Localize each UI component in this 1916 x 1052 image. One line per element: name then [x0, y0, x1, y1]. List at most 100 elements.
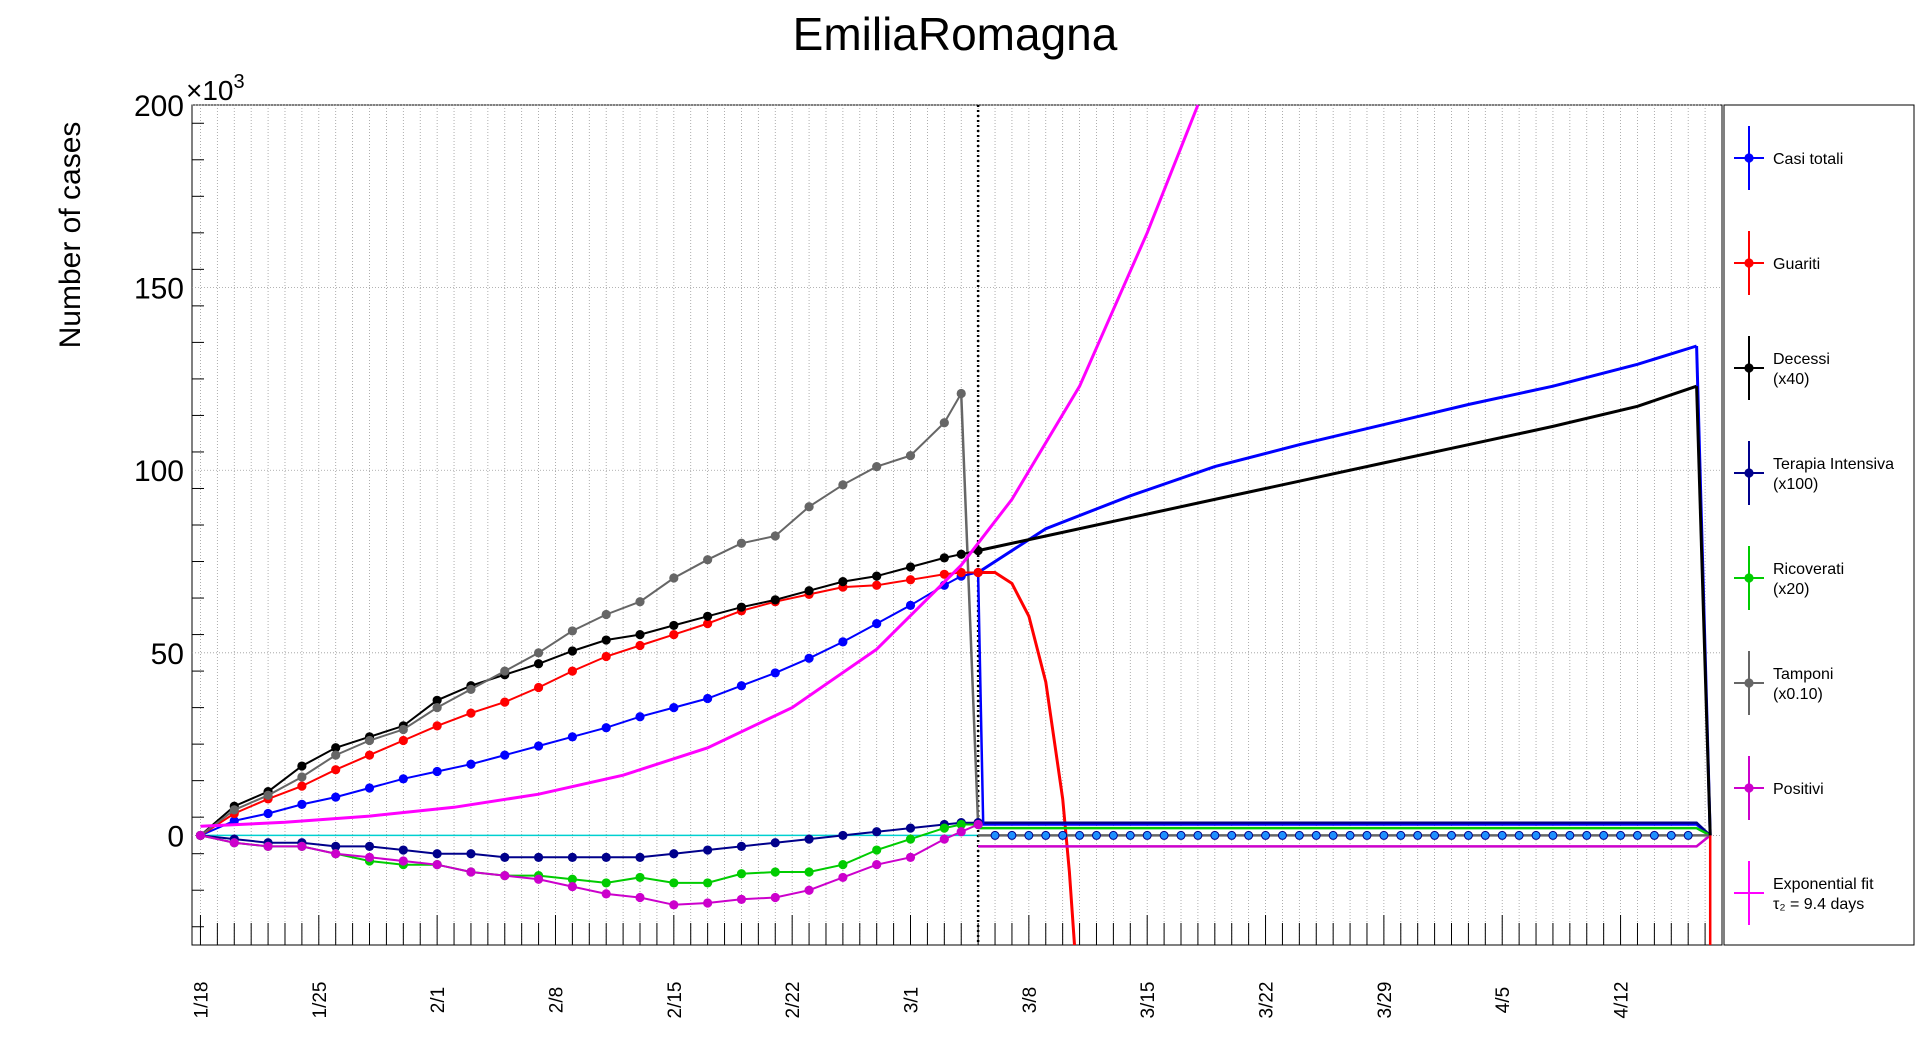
y-tick-label: 0: [167, 820, 184, 853]
data-point: [736, 869, 747, 879]
data-point: [533, 659, 544, 669]
data-point: [838, 872, 848, 883]
legend-marker-dot: [1744, 258, 1754, 268]
data-point: [1683, 830, 1693, 840]
legend-marker-dot: [1744, 363, 1754, 373]
data-point: [364, 735, 375, 746]
data-point: [229, 838, 239, 848]
legend-item: Exponential fit τ₂ = 9.4 days: [1734, 861, 1874, 925]
legend-item: Guariti: [1734, 231, 1820, 295]
data-point: [533, 648, 544, 658]
data-point: [956, 567, 966, 578]
data-point: [1058, 830, 1068, 840]
legend: Casi totali Guariti Decessi (x40) Terapia In…: [1734, 126, 1894, 925]
flat-line: [978, 826, 1711, 837]
data-point: [1616, 830, 1626, 840]
legend-label: Positivi: [1773, 781, 1824, 798]
x-tick-label: 3/8: [1020, 987, 1041, 1013]
data-point: [398, 735, 408, 746]
data-point: [939, 553, 949, 563]
data-point: [669, 573, 679, 583]
data-point: [973, 819, 983, 830]
x-tick-label: 4/5: [1493, 987, 1514, 1013]
data-point: [1362, 830, 1372, 840]
drop-line: [1695, 386, 1712, 836]
data-point: [872, 619, 882, 629]
y-multiplier-base: ×10: [186, 75, 234, 106]
flat-line: [978, 821, 1712, 837]
data-point: [263, 790, 273, 800]
data-point: [804, 885, 814, 895]
data-point: [331, 841, 341, 851]
data-point: [398, 774, 408, 784]
legend-sublabel: (x100): [1773, 476, 1818, 493]
legend-label: Ricoverati: [1773, 561, 1844, 578]
data-point: [1531, 830, 1541, 840]
legend-item: Ricoverati (x20): [1734, 546, 1844, 610]
data-point: [1379, 830, 1389, 840]
legend-item: Casi totali: [1734, 126, 1843, 190]
data-point: [838, 577, 848, 587]
data-point: [1024, 830, 1034, 840]
data-point: [736, 894, 747, 904]
flat-line: [978, 834, 1711, 848]
data-point: [297, 761, 307, 771]
data-point: [466, 759, 476, 769]
data-point: [1294, 830, 1304, 840]
data-point: [804, 502, 814, 512]
data-point: [635, 629, 645, 640]
legend-sublabel: τ₂ = 9.4 days: [1773, 896, 1864, 913]
data-point: [770, 668, 780, 678]
data-point: [703, 898, 713, 908]
legend-marker-dot: [1744, 153, 1754, 163]
data-point: [432, 860, 442, 870]
data-point: [1480, 830, 1490, 840]
y-multiplier-label: ×103: [186, 71, 245, 106]
data-point: [567, 666, 577, 676]
data-point: [990, 830, 1000, 840]
y-tick-label: 200: [134, 90, 184, 123]
chart-title: EmiliaRomagna: [793, 8, 1118, 60]
legend-label: Terapia Intensiva: [1773, 456, 1894, 473]
legend-label: Tamponi: [1773, 666, 1833, 683]
data-point: [736, 538, 747, 548]
data-point: [331, 849, 341, 859]
data-point: [567, 852, 577, 862]
data-point: [500, 750, 510, 760]
data-point: [905, 834, 916, 844]
y-tick-label: 150: [134, 273, 184, 306]
data-point: [770, 531, 780, 541]
data-point: [770, 595, 780, 605]
data-point: [567, 646, 577, 656]
data-point: [601, 889, 611, 899]
legend-label: Guariti: [1773, 256, 1820, 273]
data-point: [703, 611, 713, 621]
data-point: [635, 712, 645, 722]
post-line: [977, 344, 1698, 574]
data-point: [364, 783, 375, 793]
data-point: [1649, 830, 1659, 840]
x-tick-label: 3/22: [1257, 982, 1278, 1019]
data-point: [872, 845, 882, 855]
data-point: [1176, 830, 1186, 840]
data-point: [905, 575, 916, 585]
data-point: [872, 461, 882, 472]
data-point: [229, 805, 239, 815]
data-point: [838, 637, 848, 647]
data-point: [1007, 830, 1017, 840]
data-point: [601, 635, 611, 645]
legend-item: Tamponi (x0.10): [1734, 651, 1833, 715]
data-point: [500, 666, 510, 676]
legend-sublabel: (x20): [1773, 581, 1809, 598]
data-point: [1599, 830, 1609, 840]
data-point: [466, 849, 476, 859]
data-point: [297, 799, 307, 809]
data-point: [331, 792, 341, 802]
data-point: [804, 867, 814, 877]
data-point: [1193, 830, 1203, 840]
data-point: [1497, 830, 1507, 840]
data-point: [1328, 830, 1338, 840]
data-point: [533, 682, 544, 693]
data-point: [703, 878, 713, 888]
data-point: [635, 892, 645, 903]
